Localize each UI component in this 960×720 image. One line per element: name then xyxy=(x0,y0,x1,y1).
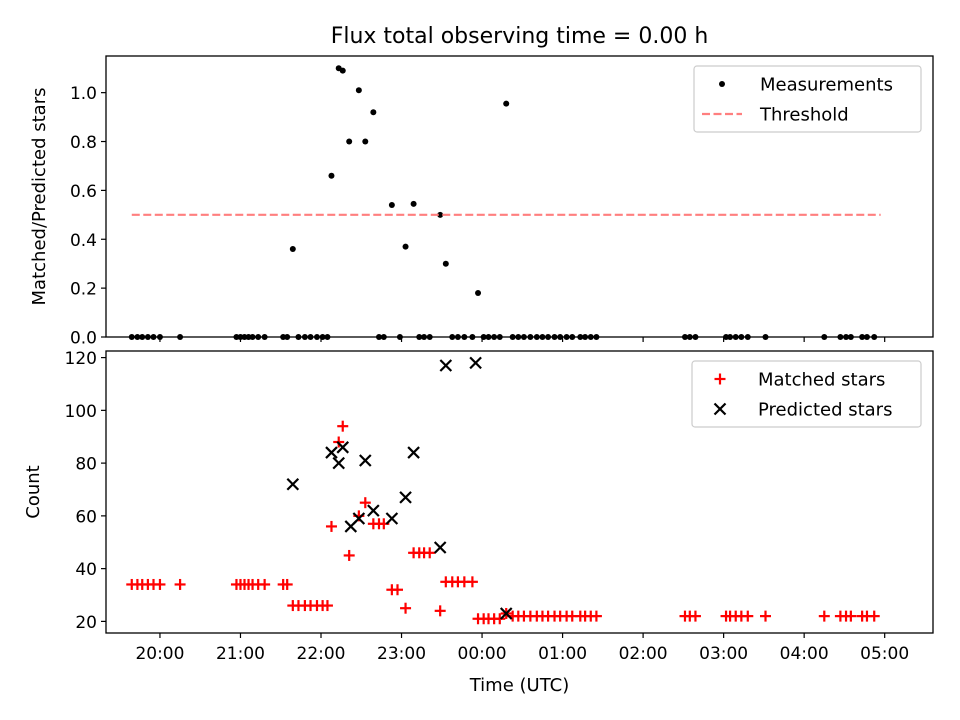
x-tick-label: 23:00 xyxy=(377,644,426,664)
data-point xyxy=(339,67,346,74)
y-tick-label: 1.0 xyxy=(70,84,97,104)
data-point xyxy=(494,613,506,625)
y-tick-label: 20 xyxy=(75,613,97,633)
data-point xyxy=(475,290,482,297)
data-point xyxy=(466,576,478,588)
x-tick-label: 00:00 xyxy=(458,644,507,664)
data-point xyxy=(400,602,412,614)
data-point xyxy=(845,610,857,622)
data-point xyxy=(437,211,444,218)
x-tick-label: 03:00 xyxy=(699,644,748,664)
data-point xyxy=(154,578,166,590)
y-tick-label: 0.4 xyxy=(70,231,97,251)
legend-label: Measurements xyxy=(760,75,893,96)
y-tick-label: 0.8 xyxy=(70,133,97,153)
x-tick-label: 01:00 xyxy=(538,644,587,664)
legend-box xyxy=(691,360,922,428)
series-predicted-stars xyxy=(286,356,513,620)
data-point xyxy=(410,200,417,207)
data-point xyxy=(392,584,404,596)
axes-frame xyxy=(105,350,934,634)
y-tick-label: 120 xyxy=(65,349,97,369)
data-point xyxy=(321,600,333,612)
data-point xyxy=(689,610,701,622)
legend-marker xyxy=(713,402,727,416)
y-axis-label: Matched/Predicted stars xyxy=(29,88,50,306)
data-point xyxy=(289,246,296,253)
y-tick-label: 0.6 xyxy=(70,182,97,202)
data-point xyxy=(402,243,409,250)
ratio-panel: 0.0 0.2 0.4 0.6 0.8 1.0 Matched/Predicted star… xyxy=(29,55,934,349)
x-tick-label: 04:00 xyxy=(780,644,829,664)
count-panel: 20 40 60 80 100 120 20:00 21:00 22:00 23:00 00:00 0… xyxy=(23,349,934,696)
data-point xyxy=(281,578,293,590)
legend-label: Predicted stars xyxy=(758,400,892,421)
data-point xyxy=(469,356,482,370)
data-point xyxy=(336,441,350,454)
legend: Matched stars Predicted stars xyxy=(691,360,922,428)
data-point xyxy=(388,202,395,209)
data-point xyxy=(362,138,369,145)
data-point xyxy=(868,610,880,622)
data-point xyxy=(439,359,453,372)
y-tick-label: 80 xyxy=(75,455,97,475)
data-point xyxy=(760,610,772,622)
data-point xyxy=(325,446,338,459)
x-tick-label: 20:00 xyxy=(135,644,184,664)
legend-label: Threshold xyxy=(759,105,849,126)
data-point xyxy=(424,547,436,559)
data-point xyxy=(259,578,271,590)
data-point xyxy=(352,512,366,525)
data-point xyxy=(433,541,447,554)
data-point xyxy=(499,607,513,620)
y-tick-label: 40 xyxy=(75,560,97,580)
x-axis-label: Time (UTC) xyxy=(469,675,570,696)
data-point xyxy=(370,109,377,116)
data-point xyxy=(442,260,449,267)
series-matched-stars xyxy=(126,420,880,625)
data-point xyxy=(286,477,300,491)
data-point xyxy=(359,454,372,467)
data-point xyxy=(503,100,510,107)
data-point xyxy=(818,610,830,622)
data-point xyxy=(434,605,446,617)
x-tick-label: 22:00 xyxy=(297,644,346,664)
data-point xyxy=(359,497,371,509)
data-point xyxy=(337,420,349,432)
data-point xyxy=(343,549,355,561)
legend-box xyxy=(693,65,922,133)
x-tick-label: 05:00 xyxy=(860,644,909,664)
data-point xyxy=(590,610,602,622)
chart-title: Flux total observing time = 0.00 h xyxy=(331,24,709,49)
data-point xyxy=(332,456,345,470)
y-tick-label: 0.0 xyxy=(70,329,97,349)
data-point xyxy=(355,87,362,94)
y-tick-label: 60 xyxy=(75,507,97,527)
x-tick-label: 02:00 xyxy=(619,644,668,664)
data-point xyxy=(174,578,186,590)
data-point xyxy=(328,172,335,179)
data-point xyxy=(367,504,380,517)
y-tick-label: 0.2 xyxy=(70,280,97,300)
data-point xyxy=(325,520,337,532)
legend-marker xyxy=(719,81,725,87)
axes-frame xyxy=(105,55,934,338)
data-point xyxy=(399,491,412,504)
legend-marker xyxy=(714,373,726,385)
legend-label: Matched stars xyxy=(758,370,885,391)
data-point xyxy=(407,446,420,459)
data-point xyxy=(346,138,353,145)
data-point xyxy=(385,512,399,525)
x-tick-label: 21:00 xyxy=(216,644,265,664)
legend: Measurements Threshold xyxy=(693,65,922,133)
y-tick-label: 100 xyxy=(65,402,97,422)
data-point xyxy=(742,610,754,622)
y-axis-label: Count xyxy=(23,465,44,518)
